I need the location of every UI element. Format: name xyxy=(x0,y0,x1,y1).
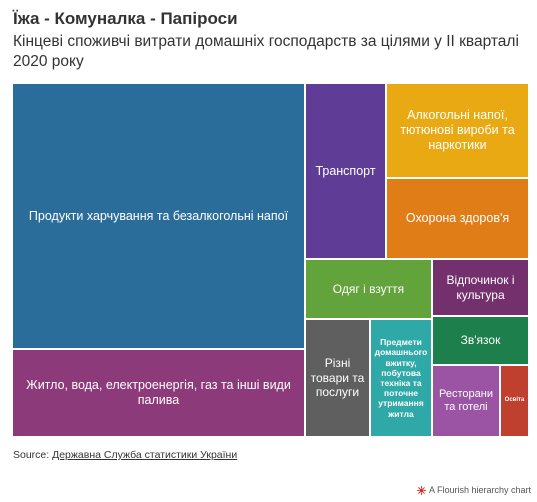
source-line: Source: Державна Служба статистики Украї… xyxy=(13,449,237,461)
tile-housing-label: Житло, вода, електроенергія, газ та інші… xyxy=(26,378,291,407)
tile-food[interactable]: Продукти харчування та безалкогольні нап… xyxy=(13,84,304,348)
flourish-credit[interactable]: A Flourish hierarchy chart xyxy=(416,485,531,495)
tile-misc-label: Різні товари та послуги xyxy=(310,356,365,400)
tile-education-label: Освіта xyxy=(504,397,525,404)
flourish-logo-icon xyxy=(416,485,426,495)
tile-alcohol-label: Алкогольні напої, тютюнові вироби та нар… xyxy=(400,108,515,152)
source-prefix: Source: xyxy=(13,449,53,461)
tile-health[interactable]: Охорона здоров'я xyxy=(387,179,528,258)
tile-alcohol[interactable]: Алкогольні напої, тютюнові вироби та нар… xyxy=(387,84,528,177)
source-link[interactable]: Державна Служба статистики України xyxy=(52,449,238,461)
tile-household[interactable]: Предмети домашнього вжитку, побутова тех… xyxy=(371,320,431,436)
chart-subtitle: Кінцеві споживчі витрати домашніх господ… xyxy=(13,33,519,70)
tile-recreation-label: Відпочинок і культура xyxy=(446,273,515,302)
tile-communication-label: Зв'язок xyxy=(460,333,501,348)
tile-restaurants-label: Ресторани та готелі xyxy=(439,387,493,413)
tile-food-label: Продукти харчування та безалкогольні нап… xyxy=(28,208,289,223)
tile-transport[interactable]: Транспорт xyxy=(306,84,385,258)
tile-misc[interactable]: Різні товари та послуги xyxy=(306,320,369,436)
chart-title: Їжа - Комуналка - Папіроси xyxy=(13,9,238,28)
tile-housing[interactable]: Житло, вода, електроенергія, газ та інші… xyxy=(13,350,304,436)
credit-text: A Flourish hierarchy chart xyxy=(428,485,531,495)
tile-education[interactable]: Освіта xyxy=(501,366,528,436)
tile-recreation[interactable]: Відпочинок і культура xyxy=(433,260,528,315)
tile-clothing-label: Одяг і взуття xyxy=(332,281,405,296)
tile-health-label: Охорона здоров'я xyxy=(405,211,510,225)
tile-household-label: Предмети домашнього вжитку, побутова тех… xyxy=(374,337,428,419)
tile-transport-label: Транспорт xyxy=(315,163,376,178)
tile-restaurants[interactable]: Ресторани та готелі xyxy=(433,366,499,436)
tile-communication[interactable]: Зв'язок xyxy=(433,317,528,364)
tile-clothing[interactable]: Одяг і взуття xyxy=(306,260,431,318)
